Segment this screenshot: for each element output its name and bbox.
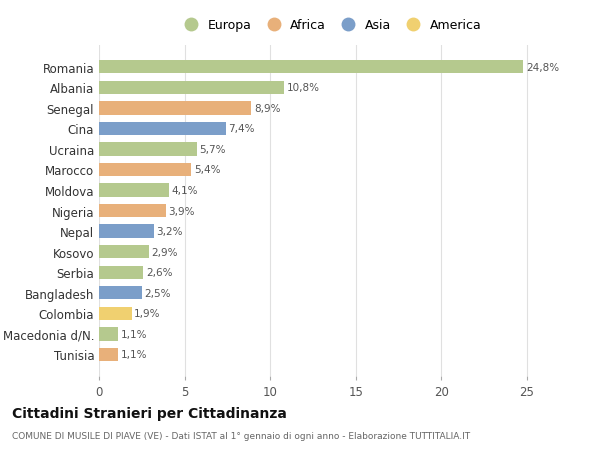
Text: 5,4%: 5,4%: [194, 165, 220, 175]
Bar: [99, 184, 169, 197]
Text: Cittadini Stranieri per Cittadinanza: Cittadini Stranieri per Cittadinanza: [12, 406, 287, 420]
Bar: [99, 286, 142, 300]
Bar: [99, 266, 143, 280]
Text: 2,6%: 2,6%: [146, 268, 173, 278]
Bar: [99, 328, 118, 341]
Text: 3,2%: 3,2%: [157, 227, 183, 237]
Bar: [99, 102, 251, 115]
Bar: [99, 123, 226, 136]
Text: 1,9%: 1,9%: [134, 309, 161, 319]
Text: 7,4%: 7,4%: [228, 124, 254, 134]
Text: 3,9%: 3,9%: [168, 206, 195, 216]
Text: COMUNE DI MUSILE DI PIAVE (VE) - Dati ISTAT al 1° gennaio di ogni anno - Elabora: COMUNE DI MUSILE DI PIAVE (VE) - Dati IS…: [12, 431, 470, 441]
Bar: [99, 348, 118, 361]
Text: 1,1%: 1,1%: [121, 350, 147, 360]
Text: 5,7%: 5,7%: [199, 145, 226, 155]
Bar: [99, 163, 191, 177]
Text: 2,5%: 2,5%: [145, 288, 171, 298]
Text: 8,9%: 8,9%: [254, 104, 280, 113]
Bar: [99, 204, 166, 218]
Bar: [99, 307, 131, 320]
Bar: [99, 61, 523, 74]
Bar: [99, 225, 154, 238]
Text: 10,8%: 10,8%: [286, 83, 319, 93]
Bar: [99, 143, 197, 156]
Text: 2,9%: 2,9%: [151, 247, 178, 257]
Text: 1,1%: 1,1%: [121, 329, 147, 339]
Legend: Europa, Africa, Asia, America: Europa, Africa, Asia, America: [179, 19, 481, 32]
Text: 4,1%: 4,1%: [172, 185, 198, 196]
Text: 24,8%: 24,8%: [526, 62, 559, 73]
Bar: [99, 246, 149, 259]
Bar: [99, 81, 284, 95]
